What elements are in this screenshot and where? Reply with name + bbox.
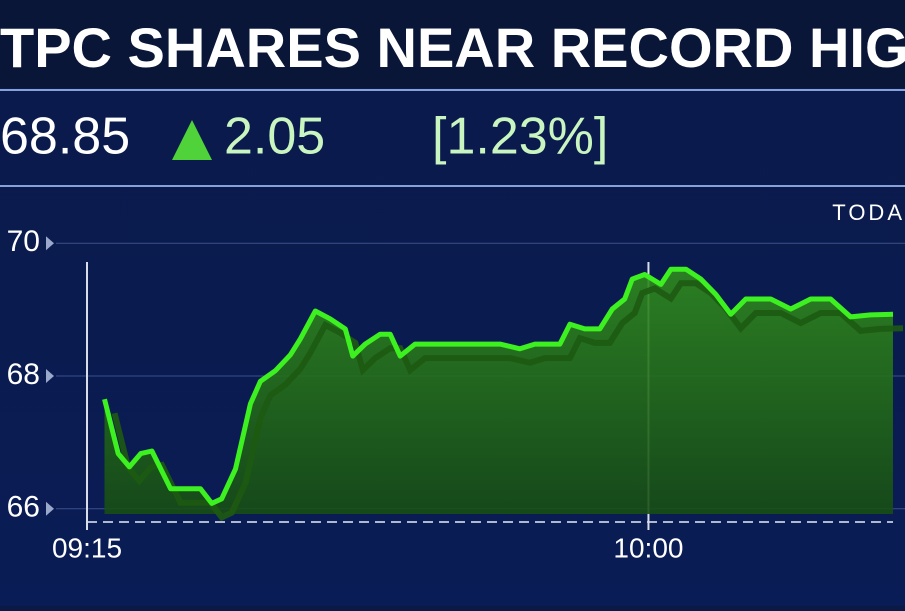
- title-bar: [0, 0, 905, 88]
- price: 68.85: [0, 108, 130, 166]
- period-label: TODA: [832, 200, 905, 225]
- tick-marker: [46, 236, 54, 251]
- tick-marker: [46, 501, 54, 516]
- area: [104, 269, 894, 514]
- change: 2.05: [224, 108, 325, 166]
- up-arrow: [172, 120, 212, 160]
- plot: 70 68 66 09:15 10:00: [7, 225, 905, 563]
- tick-marker: [46, 369, 54, 383]
- line-shadow: [111, 280, 904, 522]
- x-tick-label: 10:00: [613, 532, 683, 563]
- y-tick-label: 66: [7, 491, 40, 524]
- y-tick-label: 70: [7, 225, 40, 258]
- headline: TPC SHARES NEAR RECORD HIGH: [0, 16, 905, 79]
- change-percent: [1.23%]: [432, 108, 608, 166]
- x-tick-label: 09:15: [52, 532, 122, 563]
- y-tick-label: 68: [7, 358, 40, 391]
- line: [102, 266, 894, 506]
